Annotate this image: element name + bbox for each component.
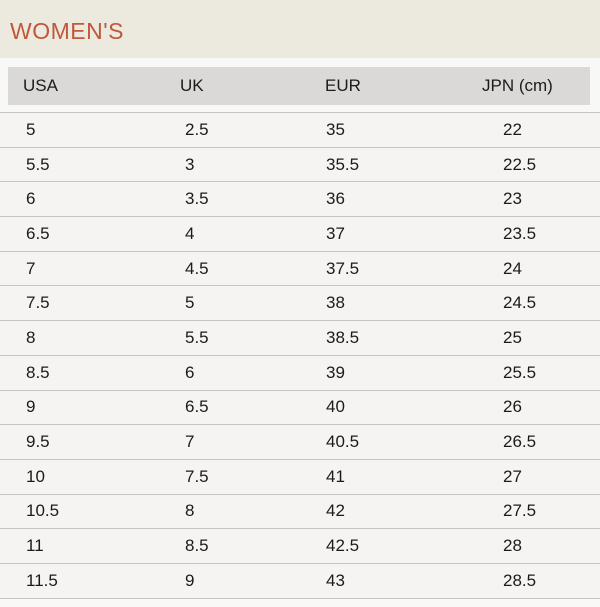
column-header-usa: USA <box>23 76 58 95</box>
womens-section-band: WOMEN'S <box>0 0 600 58</box>
table-row: 9.5 7 40.5 26.5 <box>0 424 600 459</box>
table-cell: 26.5 <box>503 432 537 452</box>
table-cell: 4.5 <box>185 258 209 278</box>
table-cell: 11 <box>26 536 44 556</box>
column-header-jpn: JPN (cm) <box>482 76 553 95</box>
size-chart-table: USA UK EUR JPN (cm) 5 2.5 35 22 5.5 3 35.5 22.5… <box>0 58 600 599</box>
table-cell: 7.5 <box>185 466 209 486</box>
table-cell: 22.5 <box>503 154 537 174</box>
table-row: 11 8.5 42.5 28 <box>0 528 600 563</box>
table-cell: 3 <box>185 154 195 174</box>
table-cell: 28.5 <box>503 570 537 590</box>
table-cell: 6.5 <box>185 397 209 417</box>
table-cell: 6.5 <box>26 223 50 243</box>
table-cell: 24 <box>503 258 522 278</box>
table-cell: 35.5 <box>326 154 360 174</box>
table-cell: 35 <box>326 119 345 139</box>
table-cell: 27.5 <box>503 501 537 521</box>
table-row: 8 5.5 38.5 25 <box>0 320 600 355</box>
table-cell: 11.5 <box>26 570 58 590</box>
table-cell: 42 <box>326 501 345 521</box>
table-cell: 5 <box>26 119 36 139</box>
table-cell: 8.5 <box>185 536 209 556</box>
table-body: 5 2.5 35 22 5.5 3 35.5 22.5 6 3.5 36 23 6.5 4 37 23.5 7 4… <box>0 112 600 599</box>
table-cell: 43 <box>326 570 345 590</box>
table-cell: 37 <box>326 223 345 243</box>
table-cell: 8 <box>26 327 36 347</box>
table-row: 6 3.5 36 23 <box>0 181 600 217</box>
table-cell: 26 <box>503 397 522 417</box>
table-cell: 3.5 <box>185 189 209 209</box>
table-cell: 41 <box>326 466 345 486</box>
table-cell: 5.5 <box>185 327 209 347</box>
table-row: 9 6.5 40 26 <box>0 389 600 425</box>
table-cell: 40 <box>326 397 345 417</box>
table-cell: 9.5 <box>26 432 50 452</box>
table-cell: 25.5 <box>503 362 537 382</box>
table-cell: 25 <box>503 327 522 347</box>
table-row: 10.5 8 42 27.5 <box>0 493 600 529</box>
table-cell: 39 <box>326 362 345 382</box>
column-header-uk: UK <box>180 76 204 95</box>
table-cell: 10 <box>26 466 45 486</box>
table-cell: 10.5 <box>26 501 60 521</box>
table-row: 7 4.5 37.5 24 <box>0 250 600 286</box>
table-cell: 38.5 <box>326 327 360 347</box>
table-cell: 6 <box>26 189 36 209</box>
table-cell: 2.5 <box>185 119 209 139</box>
table-cell: 9 <box>26 397 36 417</box>
table-row: 5.5 3 35.5 22.5 <box>0 146 600 182</box>
table-header-row: USA UK EUR JPN (cm) <box>8 67 590 105</box>
table-cell: 23 <box>503 189 522 209</box>
table-row: 5 2.5 35 22 <box>0 112 600 147</box>
table-cell: 23.5 <box>503 223 537 243</box>
table-row: 11.5 9 43 28.5 <box>0 562 600 599</box>
table-cell: 42.5 <box>326 536 360 556</box>
table-cell: 24.5 <box>503 293 537 313</box>
column-header-eur: EUR <box>325 76 361 95</box>
table-cell: 38 <box>326 293 345 313</box>
table-cell: 6 <box>185 362 195 382</box>
table-cell: 7 <box>26 258 36 278</box>
table-cell: 40.5 <box>326 432 360 452</box>
table-cell: 36 <box>326 189 345 209</box>
table-row: 6.5 4 37 23.5 <box>0 216 600 251</box>
table-cell: 8 <box>185 501 195 521</box>
table-cell: 22 <box>503 119 522 139</box>
table-cell: 28 <box>503 536 522 556</box>
table-row: 7.5 5 38 24.5 <box>0 285 600 321</box>
table-cell: 8.5 <box>26 362 50 382</box>
table-cell: 5 <box>185 293 195 313</box>
table-row: 8.5 6 39 25.5 <box>0 354 600 390</box>
table-cell: 27 <box>503 466 522 486</box>
table-cell: 4 <box>185 223 195 243</box>
table-cell: 5.5 <box>26 154 50 174</box>
table-row: 10 7.5 41 27 <box>0 458 600 494</box>
page-title: WOMEN'S <box>10 18 124 44</box>
table-cell: 7 <box>185 432 195 452</box>
table-cell: 7.5 <box>26 293 50 313</box>
table-cell: 37.5 <box>326 258 360 278</box>
table-cell: 9 <box>185 570 195 590</box>
